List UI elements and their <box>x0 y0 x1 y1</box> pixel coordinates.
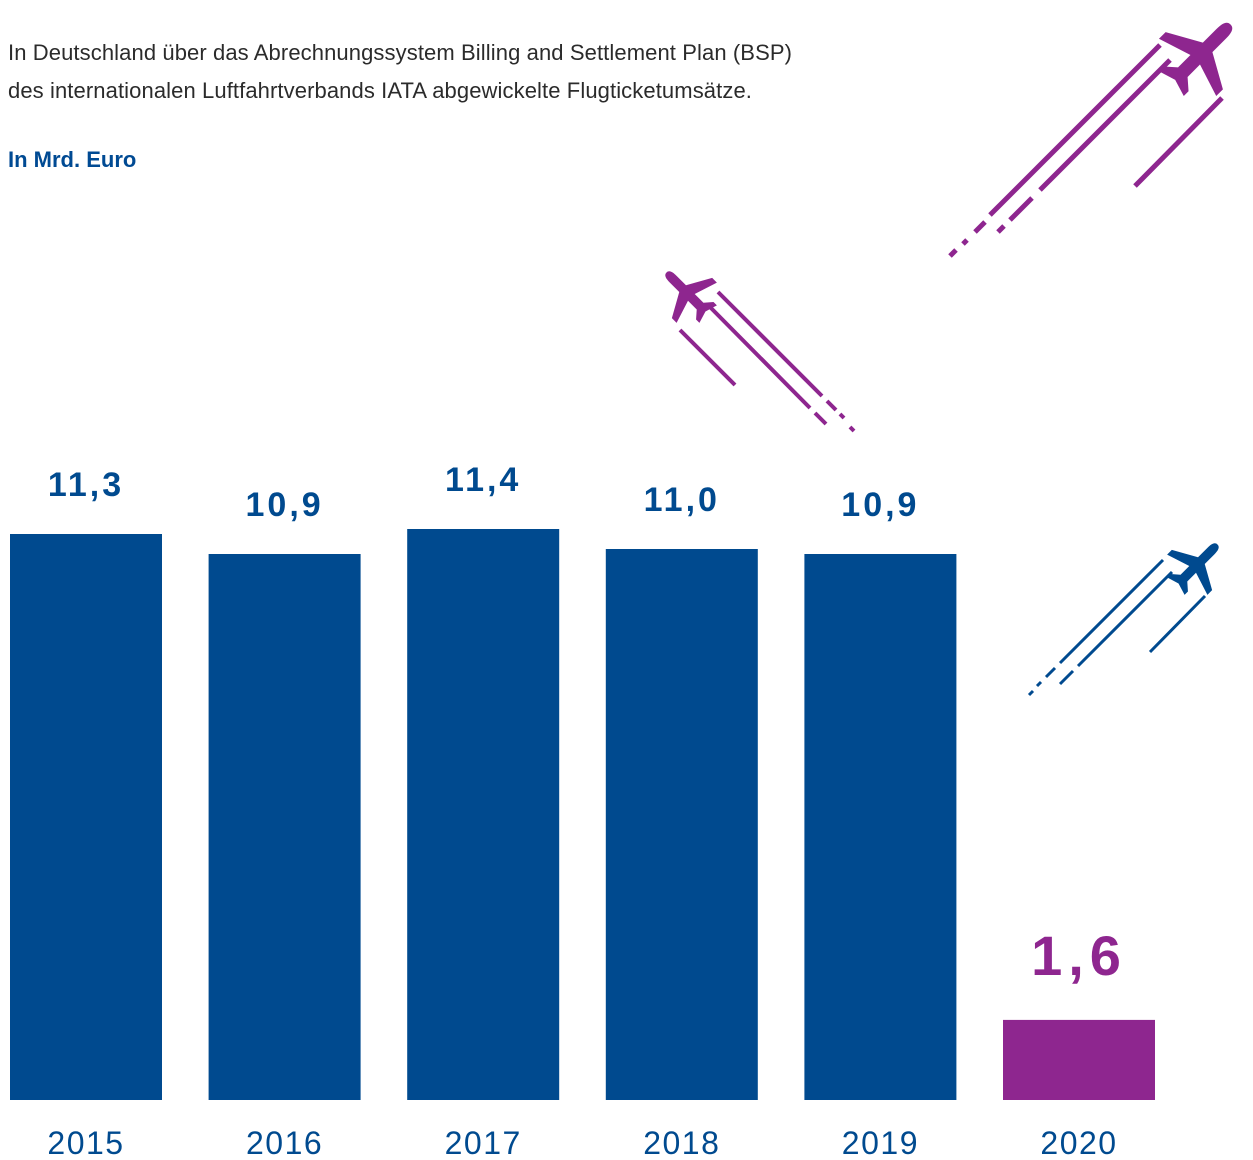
x-tick-label-2017: 2017 <box>445 1125 522 1160</box>
bar-2015 <box>10 534 162 1100</box>
data-label-2015: 11,3 <box>48 466 124 504</box>
bar-2018 <box>605 549 758 1100</box>
description-line-1: In Deutschland über das Abrechnungssyste… <box>8 40 793 65</box>
chart-description: In Deutschland über das Abrechnungssyste… <box>8 34 908 110</box>
description-line-2: des internationalen Luftfahrtverbands IA… <box>8 78 752 103</box>
data-label-2019: 10,9 <box>841 486 919 524</box>
data-label-2020: 1,6 <box>1031 924 1127 987</box>
bar-2019 <box>804 554 957 1100</box>
x-tick-label-2019: 2019 <box>842 1125 919 1160</box>
unit-label: In Mrd. Euro <box>8 147 137 172</box>
bar-2016 <box>208 554 361 1100</box>
x-tick-label-2015: 2015 <box>47 1125 124 1160</box>
x-tick-label-2020: 2020 <box>1040 1125 1117 1160</box>
x-tick-label-2018: 2018 <box>643 1125 720 1160</box>
data-label-2016: 10,9 <box>246 486 324 524</box>
data-label-2018: 11,0 <box>644 481 720 519</box>
x-tick-label-2016: 2016 <box>246 1125 323 1160</box>
bar-2017 <box>407 529 560 1100</box>
bar-2020 <box>1003 1019 1155 1100</box>
data-label-2017: 11,4 <box>445 461 521 499</box>
